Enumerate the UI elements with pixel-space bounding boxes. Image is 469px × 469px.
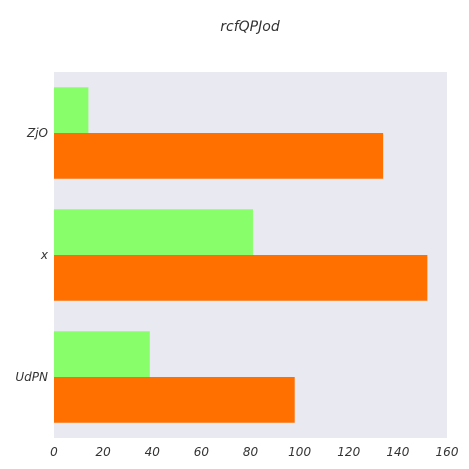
y-tick-label: UdPN [15, 370, 48, 384]
x-tick-label: 80 [243, 445, 259, 459]
x-tick-label: 60 [194, 445, 210, 459]
x-tick-label: 140 [386, 445, 409, 459]
bar-udpn-series-1 [54, 377, 295, 423]
bar-x-series-1 [54, 255, 428, 301]
y-tick-label: ZjO [26, 126, 48, 140]
bar-zjo-series-1 [54, 133, 384, 179]
x-tick-label: 100 [288, 445, 311, 459]
x-tick-label: 160 [436, 445, 459, 459]
bar-udpn-series-2 [54, 331, 150, 377]
x-tick-label: 120 [337, 445, 360, 459]
chart-title: rcfQPJod [220, 19, 280, 35]
x-tick-label: 0 [50, 445, 58, 459]
x-tick-label: 20 [95, 445, 111, 459]
x-tick-label: 40 [145, 445, 161, 459]
y-tick-label: x [40, 248, 49, 262]
bar-x-series-2 [54, 209, 253, 255]
bar-zjo-series-2 [54, 87, 89, 133]
